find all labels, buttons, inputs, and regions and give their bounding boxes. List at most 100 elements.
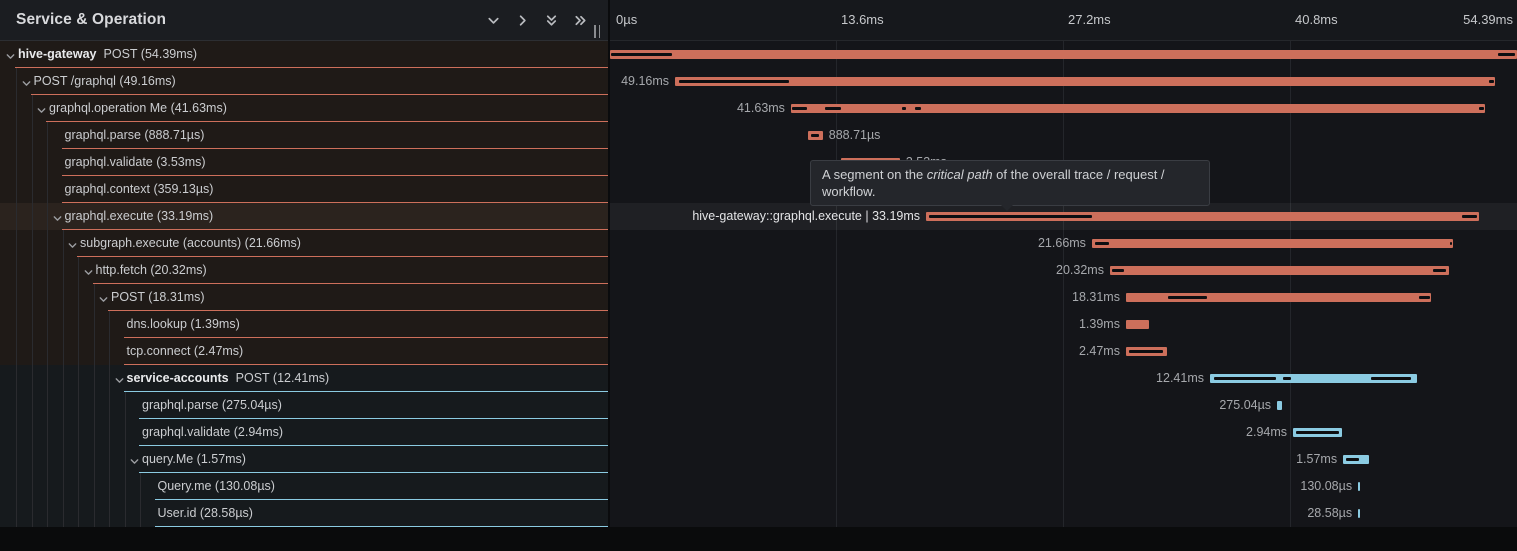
span-duration-bar[interactable] <box>675 77 1495 86</box>
chevron-down-icon[interactable] <box>21 76 32 87</box>
span-name-cell[interactable]: dns.lookup (1.39ms) <box>0 311 608 338</box>
span-name-cell[interactable]: graphql.validate (3.53ms) <box>0 149 608 176</box>
span-timeline-cell[interactable]: 1.57ms <box>610 446 1517 473</box>
span-row[interactable]: service-accounts POST (12.41ms) 12.41ms <box>0 365 1517 392</box>
span-timeline-cell[interactable]: 2.94ms <box>610 419 1517 446</box>
span-operation-name: graphql.parse (275.04µs) <box>142 398 282 412</box>
span-name-cell[interactable]: POST /graphql (49.16ms) <box>0 68 608 95</box>
span-timeline-cell[interactable] <box>610 41 1517 68</box>
span-row[interactable]: graphql.parse (888.71µs) 888.71µs <box>0 122 1517 149</box>
span-duration-bar[interactable] <box>1125 320 1150 329</box>
indent-guide <box>47 338 48 365</box>
chevron-down-icon[interactable] <box>36 103 47 114</box>
span-name-cell[interactable]: User.id (28.58µs) <box>0 500 608 527</box>
chevron-down-icon[interactable] <box>5 49 16 60</box>
chevron-down-icon[interactable] <box>114 373 125 384</box>
span-duration-bar[interactable] <box>1358 482 1361 491</box>
span-row[interactable]: dns.lookup (1.39ms) 1.39ms <box>0 311 1517 338</box>
double-chevron-right-icon[interactable] <box>572 12 588 28</box>
span-name-cell[interactable]: POST (18.31ms) <box>0 284 608 311</box>
span-row[interactable]: graphql.validate (2.94ms) 2.94ms <box>0 419 1517 446</box>
span-row[interactable]: graphql.parse (275.04µs) 275.04µs <box>0 392 1517 419</box>
chevron-down-icon[interactable] <box>485 12 501 28</box>
chevron-down-icon[interactable] <box>52 211 63 222</box>
span-duration-bar[interactable] <box>1358 509 1361 518</box>
span-operation-name: graphql.validate (2.94ms) <box>142 425 284 439</box>
span-timeline-cell[interactable]: 21.66ms <box>610 230 1517 257</box>
span-name-cell[interactable]: hive-gateway POST (54.39ms) <box>0 41 608 68</box>
span-timeline-cell[interactable]: 18.31ms <box>610 284 1517 311</box>
span-row[interactable]: POST (18.31ms) 18.31ms <box>0 284 1517 311</box>
span-name-cell[interactable]: graphql.operation Me (41.63ms) <box>0 95 608 122</box>
span-row[interactable]: graphql.operation Me (41.63ms) 41.63ms <box>0 95 1517 122</box>
span-duration-label: 28.58µs <box>1307 506 1353 520</box>
span-row-underline <box>61 148 608 149</box>
span-duration-bar[interactable] <box>1277 401 1282 410</box>
double-chevron-down-icon[interactable] <box>543 12 559 28</box>
span-name-cell[interactable]: query.Me (1.57ms) <box>0 446 608 473</box>
span-name-cell[interactable]: tcp.connect (2.47ms) <box>0 338 608 365</box>
span-row[interactable]: Query.me (130.08µs) 130.08µs <box>0 473 1517 500</box>
span-timeline-cell[interactable]: 41.63ms <box>610 95 1517 122</box>
span-timeline-cell[interactable]: 20.32ms <box>610 257 1517 284</box>
indent-guide <box>124 500 126 527</box>
indent-guide <box>31 446 33 473</box>
span-row[interactable]: subgraph.execute (accounts) (21.66ms) 21… <box>0 230 1517 257</box>
span-name-cell[interactable]: graphql.context (359.13µs) <box>0 176 608 203</box>
span-timeline-cell[interactable]: 49.16ms <box>610 68 1517 95</box>
indent-guide <box>78 365 79 392</box>
span-name-cell[interactable]: Query.me (130.08µs) <box>0 473 608 500</box>
critical-path-mark <box>1370 377 1412 380</box>
panel-splitter[interactable] <box>608 0 610 527</box>
critical-path-mark <box>810 134 820 137</box>
chevron-right-icon[interactable] <box>514 12 530 28</box>
span-duration-bar[interactable] <box>790 104 1486 113</box>
span-timeline-cell[interactable]: hive-gateway::graphql.execute | 33.19ms <box>610 203 1517 230</box>
span-row[interactable]: graphql.validate (3.53ms) 3.53ms <box>0 149 1517 176</box>
span-name-label: graphql.validate (2.94ms) <box>142 419 283 445</box>
indent-guide <box>62 392 64 419</box>
span-timeline-cell[interactable]: 28.58µs <box>610 500 1517 527</box>
span-name-cell[interactable]: graphql.validate (2.94ms) <box>0 419 608 446</box>
span-timeline-cell[interactable]: 1.39ms <box>610 311 1517 338</box>
span-timeline-cell[interactable]: 2.47ms <box>610 338 1517 365</box>
span-row[interactable]: POST /graphql (49.16ms) 49.16ms <box>0 68 1517 95</box>
span-duration-bar[interactable] <box>610 50 1517 59</box>
chevron-down-icon[interactable] <box>83 265 94 276</box>
indent-guide <box>93 338 95 365</box>
indent-guide <box>78 500 79 527</box>
splitter-drag-handle-icon[interactable] <box>594 25 602 38</box>
span-row[interactable]: graphql.context (359.13µs) 359.13µs <box>0 176 1517 203</box>
span-duration-bar[interactable] <box>926 212 1480 221</box>
span-duration-bar[interactable] <box>1109 266 1449 275</box>
span-row[interactable]: http.fetch (20.32ms) 20.32ms <box>0 257 1517 284</box>
span-row[interactable]: query.Me (1.57ms) 1.57ms <box>0 446 1517 473</box>
span-name-cell[interactable]: graphql.parse (275.04µs) <box>0 392 608 419</box>
span-name-cell[interactable]: graphql.execute (33.19ms) <box>0 203 608 230</box>
indent-guide <box>47 257 48 284</box>
span-timeline-cell[interactable]: 275.04µs <box>610 392 1517 419</box>
chevron-down-icon[interactable] <box>67 238 78 249</box>
span-duration-bar[interactable] <box>1209 374 1417 383</box>
indent-guide <box>93 311 95 338</box>
span-timeline-cell[interactable]: 888.71µs <box>610 122 1517 149</box>
span-name-cell[interactable]: graphql.parse (888.71µs) <box>0 122 608 149</box>
indent-guide <box>62 230 64 257</box>
span-duration-bar[interactable] <box>1091 239 1454 248</box>
span-row[interactable]: tcp.connect (2.47ms) 2.47ms <box>0 338 1517 365</box>
span-row[interactable]: graphql.execute (33.19ms) hive-gateway::… <box>0 203 1517 230</box>
span-duration-bar[interactable] <box>1125 293 1432 302</box>
indent-guide <box>78 392 79 419</box>
span-row[interactable]: User.id (28.58µs) 28.58µs <box>0 500 1517 527</box>
chevron-down-icon[interactable] <box>129 454 140 465</box>
span-timeline-cell[interactable]: 130.08µs <box>610 473 1517 500</box>
chevron-down-icon[interactable] <box>98 292 109 303</box>
span-name-cell[interactable]: subgraph.execute (accounts) (21.66ms) <box>0 230 608 257</box>
span-row[interactable]: hive-gateway POST (54.39ms) <box>0 41 1517 68</box>
span-row-underline <box>154 499 608 500</box>
indent-guide <box>16 95 17 122</box>
span-timeline-cell[interactable]: 12.41ms <box>610 365 1517 392</box>
span-name-cell[interactable]: service-accounts POST (12.41ms) <box>0 365 608 392</box>
span-name-cell[interactable]: http.fetch (20.32ms) <box>0 257 608 284</box>
